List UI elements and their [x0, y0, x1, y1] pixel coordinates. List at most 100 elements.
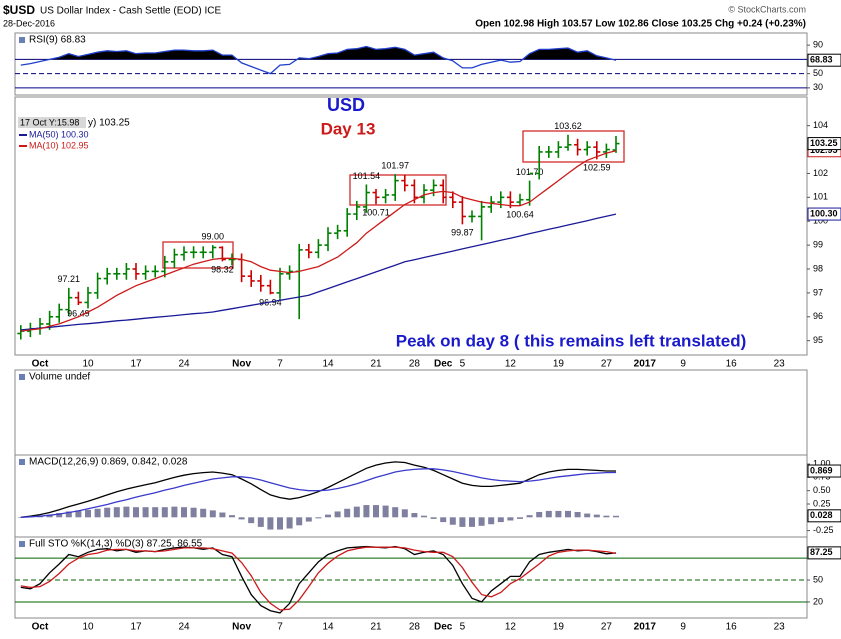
x-tick-label: 17 [130, 622, 142, 633]
line [20, 150, 617, 332]
credit: © StockCharts.com [728, 4, 806, 14]
low-label: 96.49 [67, 308, 90, 318]
x-tick-label: Oct [32, 359, 49, 370]
y-tick-label: 98 [813, 263, 823, 273]
histogram-bar [257, 517, 264, 527]
low-label: 96.94 [259, 298, 282, 308]
x-tick-label: 21 [370, 359, 382, 370]
histogram-bar [190, 507, 197, 518]
x-tick-label: 21 [370, 622, 382, 633]
y-tick-label: 0.50 [813, 485, 831, 495]
x-tick-label: 19 [553, 359, 565, 370]
annotation: Peak on day 8 ( this remains left transl… [396, 331, 747, 350]
histogram-bar [17, 517, 24, 518]
high-label: 99.00 [202, 231, 225, 241]
panel-title: MACD(12,26,9) 0.869, 0.842, 0.028 [29, 457, 188, 468]
line [20, 468, 617, 518]
highlight-box [349, 174, 447, 206]
histogram-bar [56, 513, 63, 518]
line [20, 545, 617, 614]
low-label: 98.32 [211, 265, 234, 275]
x-tick-label: Nov [232, 359, 251, 370]
panel-title: RSI(9) 68.83 [29, 35, 86, 46]
x-tick-label: 12 [505, 622, 517, 633]
x-tick-label: 16 [726, 622, 738, 633]
panel-title: Full STO %K(14,3) %D(3) 87.25, 86.55 [29, 539, 203, 550]
y-tick-label: 97 [813, 287, 823, 297]
histogram-bar [277, 517, 283, 530]
date: 28-Dec-2016 [3, 18, 55, 28]
histogram-bar [133, 507, 139, 518]
y-tick-label: 1.00 [813, 458, 831, 468]
x-tick-label: 16 [726, 359, 738, 370]
x-tick-label: 9 [680, 622, 686, 633]
x-tick-label: Oct [32, 622, 49, 633]
low-label: 100.64 [506, 209, 534, 219]
high-label: 97.21 [58, 274, 81, 284]
histogram-bar [296, 517, 303, 526]
histogram-bar [536, 511, 543, 518]
histogram-bar [574, 511, 581, 518]
low-label: 99.87 [451, 228, 474, 238]
histogram-bar [161, 507, 168, 518]
histogram-bar [344, 508, 351, 518]
y-tick-label: 104 [813, 120, 828, 130]
x-tick-label: Dec [434, 622, 453, 633]
line [20, 213, 617, 331]
histogram-bar [363, 505, 370, 518]
value-box [807, 464, 841, 478]
panel-icon [19, 541, 25, 547]
y-tick-label: 90 [813, 39, 823, 49]
histogram-bar [353, 506, 360, 518]
histogram-bar [497, 517, 504, 523]
histogram-bar [334, 511, 341, 518]
highlight-box [162, 241, 234, 269]
x-tick-label: 10 [82, 622, 94, 633]
histogram-bar [565, 510, 571, 518]
histogram-bar [555, 510, 562, 518]
low-label: 102.59 [583, 163, 611, 173]
y-tick-label: 95 [813, 335, 823, 345]
x-tick-label: Dec [434, 359, 453, 370]
histogram-bar [286, 517, 293, 529]
histogram-bar [593, 514, 600, 518]
x-tick-label: 5 [460, 622, 466, 633]
histogram-bar [603, 515, 610, 518]
x-tick-label: 19 [553, 622, 565, 633]
panel-frame [14, 369, 808, 456]
panel-frame [14, 32, 808, 96]
annotation: USD [327, 95, 365, 115]
high-label: 101.54 [353, 171, 381, 181]
histogram-bar [267, 517, 274, 530]
x-tick-label: 24 [178, 622, 190, 633]
instrument-name: US Dollar Index - Cash Settle (EOD) ICE [40, 6, 221, 17]
histogram-bar [123, 506, 130, 518]
y-tick-label: 20 [813, 596, 823, 606]
histogram-bar [613, 515, 619, 518]
panel-icon [19, 374, 25, 380]
histogram-bar [545, 510, 552, 518]
histogram-bar [75, 510, 82, 518]
x-tick-label: 9 [680, 359, 686, 370]
overbought-fill [20, 46, 616, 60]
histogram-bar [200, 508, 207, 518]
histogram-bar [421, 515, 427, 518]
panel-frame [14, 536, 808, 619]
histogram-bar [478, 517, 485, 526]
value-box-label: 0.869 [810, 465, 833, 475]
histogram-bar [430, 517, 437, 519]
y-tick-label: 96 [813, 311, 823, 321]
x-tick-label: 24 [178, 359, 190, 370]
x-tick-label: 17 [130, 359, 142, 370]
tooltip: 17 Oct Y:15.98 [20, 117, 79, 127]
histogram-bar [219, 512, 226, 518]
y-tick-label: 102 [813, 168, 828, 178]
value-box [807, 509, 841, 523]
x-tick-label: 14 [322, 622, 334, 633]
x-tick-label: 23 [774, 622, 786, 633]
tooltip-box [18, 117, 86, 128]
histogram-bar [373, 505, 379, 518]
y-tick-label: 50 [813, 574, 823, 584]
value-box-label: 103.25 [810, 138, 838, 148]
